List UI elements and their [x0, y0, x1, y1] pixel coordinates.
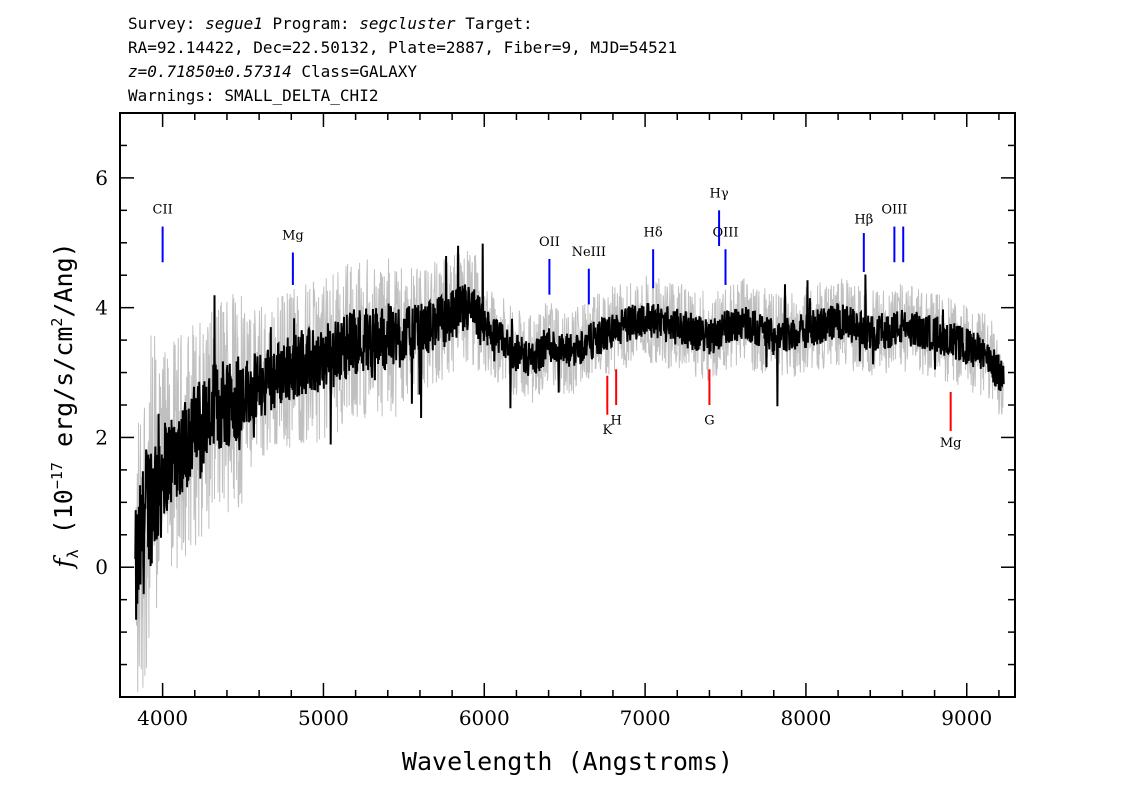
header-line-redshift: z=0.71850±0.57314 Class=GALAXY	[128, 60, 677, 84]
program-label: Program:	[272, 14, 350, 33]
x-tick-label: 6000	[459, 706, 510, 730]
absorption-line-label: Mg	[940, 436, 962, 451]
survey-value: segue1	[205, 14, 263, 33]
y-axis-label: fλ (10−17 erg/s/cm2/Ang)	[48, 242, 82, 569]
emission-line-label: OIII	[712, 225, 738, 240]
spectral-line-markers: CII Mg OII NeIII Hδ Hγ OIII Hβ OIII KH G Mg	[153, 186, 962, 451]
emission-line-label: OII	[539, 235, 560, 250]
x-tick-label: 5000	[298, 706, 349, 730]
y-label-sub: λ	[64, 549, 82, 558]
y-label-rest: (10	[49, 489, 78, 549]
emission-line-label: Mg	[282, 229, 304, 244]
y-tick-label: 2	[95, 425, 108, 449]
axis-ticks	[120, 113, 1015, 697]
header-line-coordinates: RA=92.14422, Dec=22.50132, Plate=2887, F…	[128, 38, 678, 57]
emission-line-label: Hγ	[710, 186, 729, 201]
emission-line-label: Hδ	[644, 225, 663, 240]
header-line-survey: Survey: segue1 Program: segcluster Targe…	[128, 12, 677, 36]
emission-line-label: Hβ	[854, 212, 873, 227]
tick-labels: 4000 5000 6000 7000 8000 9000 0 2 4 6	[95, 166, 992, 730]
emission-line-label: NeIII	[572, 245, 606, 260]
program-value: segcluster	[359, 14, 456, 33]
error-band-line	[134, 251, 1005, 693]
y-tick-label: 0	[95, 555, 108, 579]
flux-line	[134, 243, 1005, 620]
emission-line-label: CII	[153, 203, 173, 218]
flux-series	[134, 243, 1005, 620]
x-tick-label: 9000	[941, 706, 992, 730]
error-band	[134, 251, 1005, 693]
class-value: Class=GALAXY	[301, 62, 417, 81]
x-axis-label: Wavelength (Angstroms)	[402, 747, 733, 776]
header-line-warnings: Warnings: SMALL_DELTA_CHI2	[128, 86, 379, 105]
x-tick-label: 8000	[780, 706, 831, 730]
redshift-value: z=0.71850±0.57314	[128, 62, 292, 81]
y-tick-label: 4	[95, 296, 108, 320]
x-tick-label: 4000	[137, 706, 188, 730]
y-label-rest2: erg/s/cm	[49, 327, 78, 462]
x-tick-label: 7000	[620, 706, 671, 730]
survey-label: Survey:	[128, 14, 196, 33]
spectrum-header: Survey: segue1 Program: segcluster Targe…	[128, 12, 677, 108]
y-label-rest3: /Ang)	[49, 242, 78, 317]
absorption-line-label: G	[704, 413, 714, 428]
emission-line-label: OIII	[881, 203, 907, 218]
y-label-exp2: 2	[48, 318, 66, 327]
y-label-exp: −17	[48, 462, 66, 489]
y-label-f: f	[49, 555, 78, 570]
absorption-line-label: H	[610, 413, 621, 428]
absorption-line-label: K	[602, 423, 612, 438]
y-tick-label: 6	[95, 166, 108, 190]
target-label: Target:	[465, 14, 533, 33]
